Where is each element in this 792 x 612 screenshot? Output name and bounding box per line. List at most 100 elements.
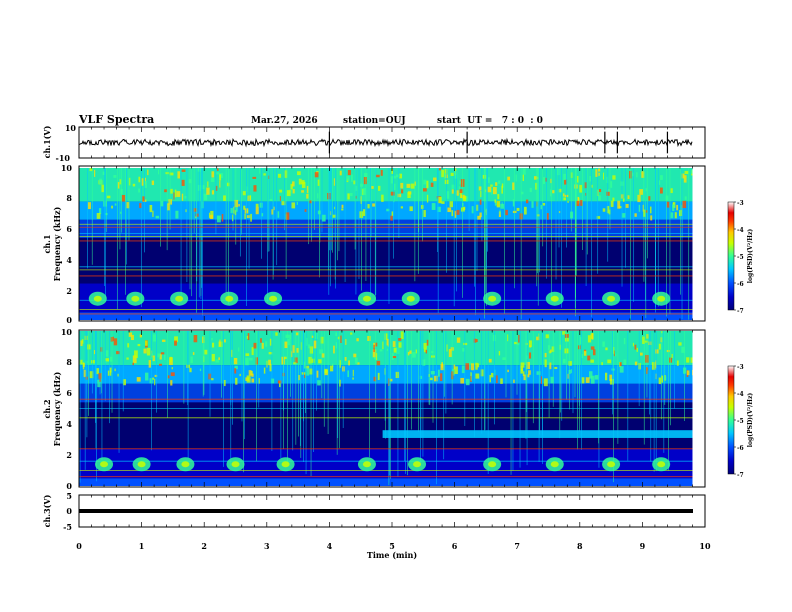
spectrogram-speckle [192,352,195,355]
spectrogram-speckle [587,355,591,361]
spectrogram-speckle [350,174,353,182]
spectrogram-speckle [514,341,518,345]
spectrogram-speckle [529,187,532,193]
spectrogram-speckle [295,332,299,336]
spectrogram-blank [692,168,693,320]
spectrogram-speckle [554,366,558,370]
spectrogram-speckle [386,338,390,346]
spectrogram-speckle [167,375,170,379]
spectrogram-speckle [181,193,184,201]
spectrogram-speckle [384,333,388,340]
spectrogram-speckle [598,172,600,176]
spectrogram-speckle [136,377,141,382]
spectrogram-speckle [407,351,410,356]
spectrogram-speckle [334,206,336,210]
ch2-spectrogram-panel: 0 2 4 6 8 10 ch.2 Frequency (kHz) [42,327,706,491]
ch1-ytick-2: 2 [66,286,72,296]
spectrogram-speckle [248,195,251,199]
spectrogram-speckle [540,376,542,385]
spectrogram-speckle [549,362,552,370]
ch3-ytick-mid: 0 [66,506,72,516]
spectrogram-speckle [487,186,492,193]
spectrogram-speckle [542,202,546,206]
spectrogram-speckle [116,351,120,355]
spectrogram-speckle [546,213,549,220]
spectrogram-speckle [471,206,474,214]
spectrogram-speckle [132,183,136,187]
spectrogram-speckle [210,178,215,183]
ch2-spectrogram-ylabel: ch.2 [42,399,52,418]
spectrogram-speckle [423,342,427,349]
spectrogram-speckle [321,353,325,358]
spectrogram-speckle [331,363,334,367]
spectrogram-speckle [308,356,312,364]
ch3-waveform-panel: 5 0 -5 ch.3(V) [42,491,706,532]
header-date: Mar.27, 2026 [251,116,318,126]
spectrogram-speckle [309,346,314,354]
spectrogram-speckle [607,189,610,193]
spectrogram-speckle [570,369,572,374]
spectrogram-speckle [392,355,397,359]
spectrogram-speckle [170,188,173,194]
spectrogram-speckle [609,374,613,382]
spectrogram-speckle [661,375,664,383]
spectrogram-speckle [319,349,323,354]
spectrogram-speckle [448,349,452,358]
spectrogram-speckle [316,370,319,378]
spectrogram-speckle [210,210,214,219]
spectrogram-speckle [266,360,268,368]
spectrogram-speckle [117,373,119,377]
spectrogram-speckle [461,365,465,374]
spectrogram-speckle [372,203,376,207]
ch2-cb-tick-m3: -3 [737,364,744,371]
spectrogram-speckle [336,336,340,340]
spectrogram-speckle [293,362,297,365]
spectrogram-speckle [458,186,461,194]
xtick-3: 3 [264,541,270,551]
spectrogram-speckle [373,357,377,360]
ch1-ytick-0: 0 [66,315,72,325]
spectrogram-speckle [157,169,160,175]
spectrogram-speckle [488,358,492,363]
spectrogram-speckle [243,205,246,210]
spectrogram-speckle [579,336,582,345]
spectrogram-speckle [284,170,288,178]
spectrogram-speckle [431,203,436,210]
spectrogram-burst-core-3 [231,461,240,468]
spectrogram-speckle [391,353,394,360]
ch1-ytick-bottom: -10 [56,153,71,163]
ch2-ytick-8: 8 [66,357,72,367]
spectrogram-speckle [318,359,322,364]
spectrogram-speckle [562,193,565,197]
spectrogram-speckle [185,209,187,213]
spectrogram-speckle [552,190,555,194]
xtick-5: 5 [389,541,395,551]
spectrogram-speckle [382,341,384,350]
spectrogram-speckle [126,357,129,360]
spectrogram-speckle [516,207,520,212]
spectrogram-speckle [431,351,434,354]
spectrogram-speckle [89,371,94,379]
spectrogram-speckle [281,201,286,206]
spectrogram-speckle [665,195,669,201]
header-start-time: start UT = 7 : 0 : 0 [437,116,543,126]
spectrogram-speckle [627,195,630,200]
spectrogram-burst-core-0 [100,461,109,468]
spectrogram-speckle [219,339,221,347]
spectrogram-speckle [529,345,531,348]
spectrogram-speckle [441,169,445,178]
spectrogram-speckle [247,210,249,213]
spectrogram-speckle [523,374,526,381]
spectrogram-speckle [117,182,120,189]
spectrogram-speckle [462,347,465,352]
spectrogram-speckle [184,195,187,199]
spectrogram-speckle [234,365,238,370]
spectrogram-speckle [690,357,693,363]
spectrogram-speckle [581,354,584,359]
spectrogram-speckle [269,338,272,346]
spectrogram-speckle [607,359,612,364]
ch2-ytick-10: 10 [61,327,73,337]
spectrogram-speckle [142,196,146,202]
spectrogram-speckle [393,347,398,353]
ch2-cb-tick-m6: -6 [737,445,744,452]
